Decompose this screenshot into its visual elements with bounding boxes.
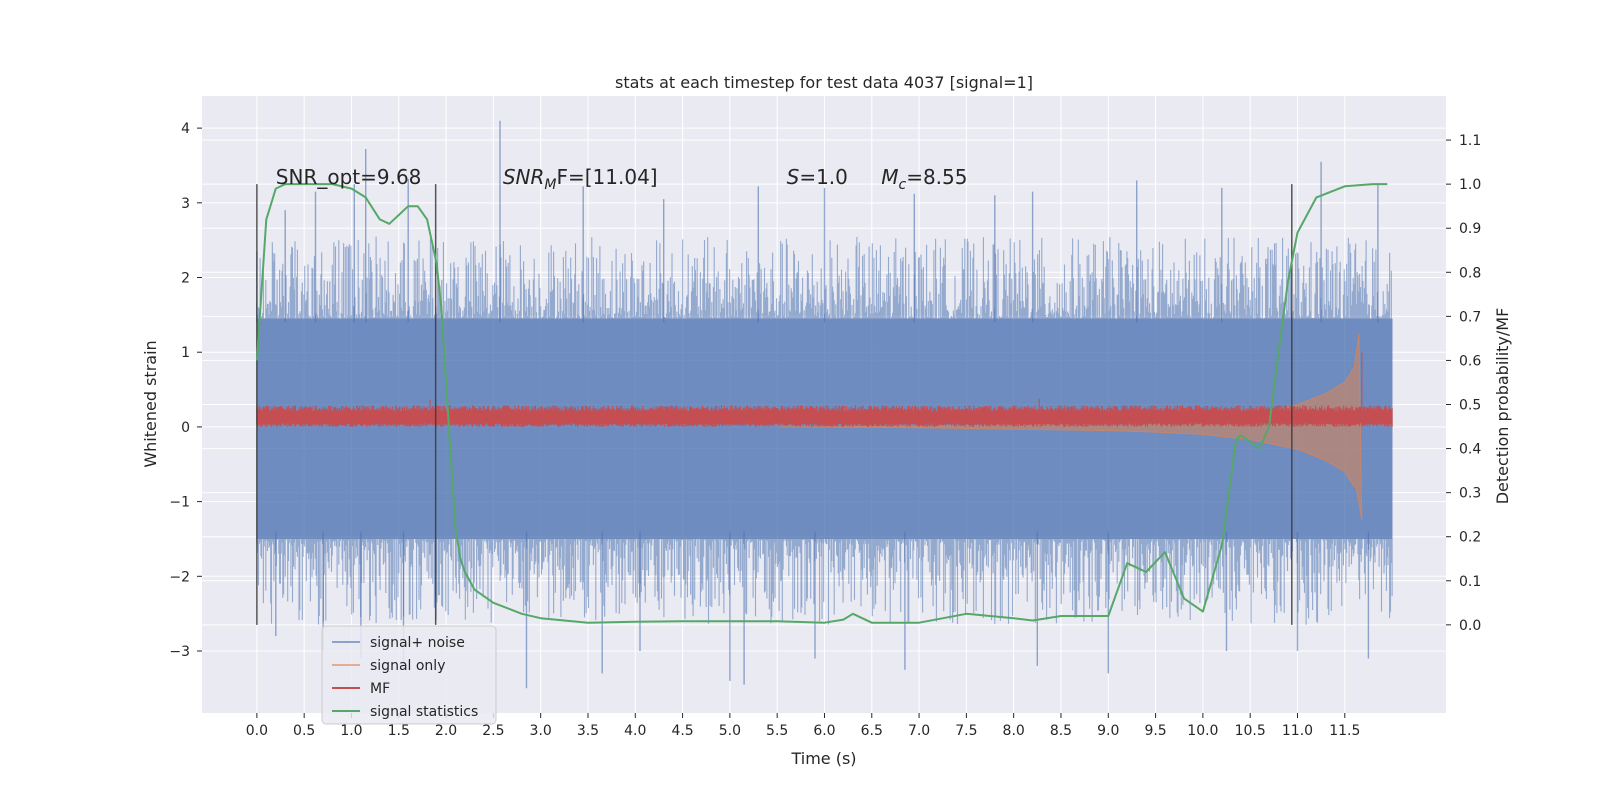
chart-title: stats at each timestep for test data 403… bbox=[615, 73, 1033, 92]
x-tick-label: 1.5 bbox=[388, 723, 410, 739]
y-right-tick-label: 0.4 bbox=[1459, 442, 1481, 458]
y-left-tick-label: 1 bbox=[181, 345, 190, 361]
y-right-tick-label: 0.8 bbox=[1459, 265, 1481, 281]
x-axis-label: Time (s) bbox=[790, 749, 856, 768]
x-tick-label: 11.0 bbox=[1282, 723, 1313, 739]
x-tick-label: 7.5 bbox=[955, 723, 977, 739]
annotations: SNR_opt=9.68 SNRMF=[11.04] S=1.0 Mc=8.55 bbox=[276, 165, 968, 193]
annotation-text: SNRMF=[11.04] bbox=[503, 165, 658, 193]
x-tick-label: 6.0 bbox=[813, 723, 835, 739]
x-tick-label: 5.5 bbox=[766, 723, 788, 739]
legend-label: signal+ noise bbox=[370, 635, 465, 651]
x-tick-label: 10.5 bbox=[1235, 723, 1266, 739]
signal-statistics-line bbox=[255, 183, 1388, 624]
x-tick-label: 4.5 bbox=[671, 723, 693, 739]
y-left-tick-label: −2 bbox=[169, 569, 190, 585]
x-tick-label: 2.5 bbox=[482, 723, 504, 739]
y-left-tick-label: 2 bbox=[181, 271, 190, 287]
x-tick-label: 8.0 bbox=[1003, 723, 1025, 739]
annotation-text: Mc=8.55 bbox=[881, 165, 967, 193]
y-right-tick-label: 0.5 bbox=[1459, 398, 1481, 414]
x-tick-label: 7.0 bbox=[908, 723, 930, 739]
x-tick-label: 3.0 bbox=[530, 723, 552, 739]
y-right-tick-label: 0.9 bbox=[1459, 221, 1481, 237]
x-tick-label: 2.0 bbox=[435, 723, 457, 739]
y-left-tick-label: 4 bbox=[181, 121, 190, 137]
y-left-tick-label: −1 bbox=[169, 495, 190, 511]
annotation-text: S=1.0 bbox=[787, 165, 848, 189]
x-tick-label: 3.5 bbox=[577, 723, 599, 739]
series-signal-statistics bbox=[255, 183, 1388, 624]
x-tick-label: 5.0 bbox=[719, 723, 741, 739]
y-right-tick-label: 1.1 bbox=[1459, 133, 1481, 149]
x-tick-label: 8.5 bbox=[1050, 723, 1072, 739]
x-tick-label: 0.0 bbox=[246, 723, 268, 739]
axis-ticks: 0.0 0.5 1.0 1.5 2.0 2.5 3.0 3.5 4.0 4.5 5.0 5.5 6.0 6… bbox=[169, 121, 1481, 739]
legend-label: MF bbox=[370, 681, 390, 697]
x-tick-label: 6.5 bbox=[861, 723, 883, 739]
x-tick-label: 9.5 bbox=[1144, 723, 1166, 739]
annotation-text: SNR_opt=9.68 bbox=[276, 165, 422, 189]
x-tick-label: 0.5 bbox=[293, 723, 315, 739]
x-tick-label: 11.5 bbox=[1329, 723, 1360, 739]
x-tick-label: 9.0 bbox=[1097, 723, 1119, 739]
y-right-tick-label: 0.1 bbox=[1459, 574, 1481, 590]
y-right-tick-label: 1.0 bbox=[1459, 177, 1481, 193]
x-tick-label: 4.0 bbox=[624, 723, 646, 739]
legend-label: signal only bbox=[370, 658, 445, 674]
legend-label: signal statistics bbox=[370, 704, 478, 720]
y-axis-label-left: Whitened strain bbox=[141, 340, 160, 467]
x-tick-label: 1.0 bbox=[340, 723, 362, 739]
y-left-tick-label: −3 bbox=[169, 644, 190, 660]
y-right-tick-label: 0.3 bbox=[1459, 486, 1481, 502]
series-mf bbox=[256, 352, 1393, 427]
y-left-tick-label: 0 bbox=[181, 420, 190, 436]
y-left-tick-label: 3 bbox=[181, 196, 190, 212]
y-right-tick-label: 0.6 bbox=[1459, 353, 1481, 369]
legend-box bbox=[321, 625, 497, 725]
y-right-tick-label: 0.2 bbox=[1459, 530, 1481, 546]
y-right-tick-label: 0.7 bbox=[1459, 309, 1481, 325]
x-tick-label: 10.0 bbox=[1187, 723, 1218, 739]
y-right-tick-label: 0.0 bbox=[1459, 618, 1481, 634]
legend: signal+ noise signal only MF signal statist… bbox=[321, 625, 497, 725]
y-axis-label-right: Detection probability/MF bbox=[1493, 308, 1512, 505]
